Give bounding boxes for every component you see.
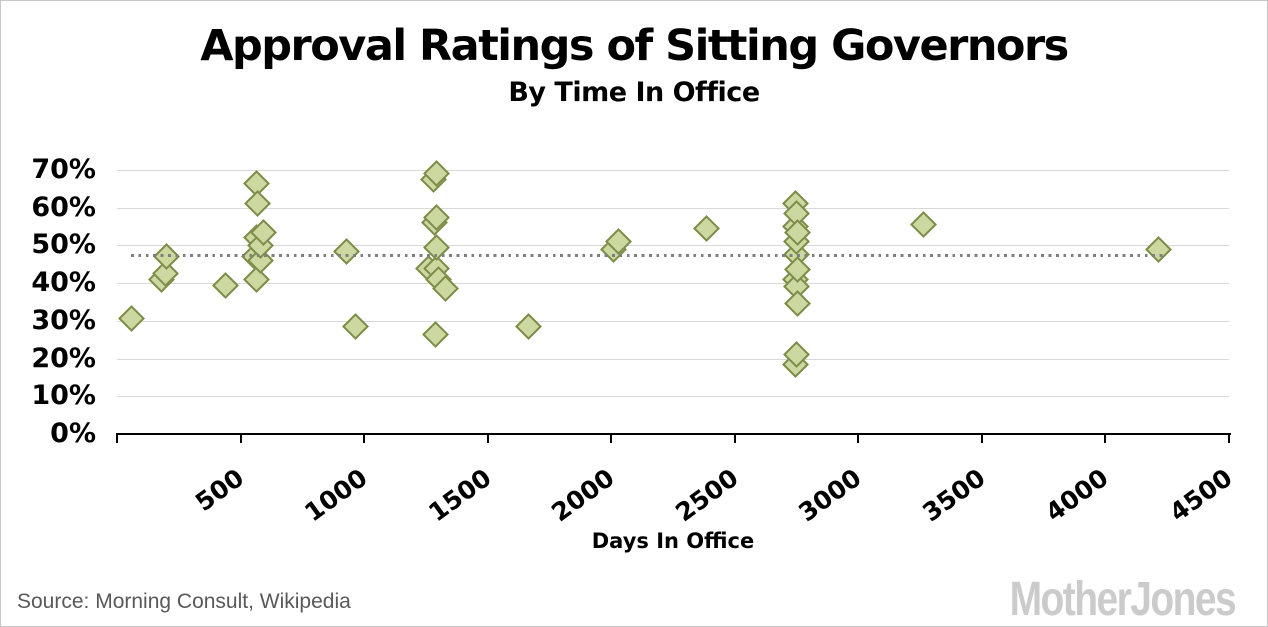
x-axis-tick: [363, 435, 365, 443]
x-tick-label: 4000: [1040, 463, 1115, 528]
data-point: [1144, 235, 1172, 263]
x-axis-title: Days In Office: [591, 529, 755, 553]
data-point: [341, 313, 369, 340]
x-axis-tick: [857, 435, 859, 443]
chart-subtitle: By Time In Office: [508, 77, 760, 108]
y-tick-label: 50%: [31, 229, 96, 261]
gridline: [117, 170, 1229, 171]
y-tick-label: 20%: [31, 342, 96, 374]
x-tick-label: 1500: [423, 463, 497, 528]
gridline: [117, 320, 1229, 322]
y-tick-label: 0%: [50, 418, 96, 449]
gridline: [117, 207, 1229, 209]
data-point: [784, 290, 811, 318]
x-tick-label: 1000: [299, 463, 374, 528]
data-point: [212, 271, 240, 299]
x-axis-tick: [980, 435, 983, 443]
x-tick-label: 3500: [917, 463, 991, 528]
gridline: [117, 245, 1229, 247]
gridline: [117, 283, 1229, 285]
x-axis-line: [116, 433, 1231, 435]
motherjones-logo: MotherJones: [1009, 571, 1236, 626]
y-tick-label: 60%: [31, 191, 96, 223]
chart-title: Approval Ratings of Sitting Governors: [200, 21, 1069, 71]
x-axis-tick: [1227, 435, 1230, 443]
data-point: [118, 305, 146, 333]
data-point: [244, 190, 272, 218]
x-tick-label: 4500: [1164, 463, 1238, 528]
gridline: [117, 396, 1229, 398]
x-axis-tick: [733, 435, 736, 443]
data-point: [692, 215, 720, 242]
x-axis-tick: [239, 435, 242, 443]
data-point: [422, 320, 450, 348]
x-tick-label: 3000: [793, 463, 868, 528]
x-axis-tick: [1104, 435, 1106, 443]
x-axis-tick: [116, 435, 118, 443]
y-tick-label: 10%: [31, 380, 96, 412]
y-tick-label: 30%: [31, 304, 96, 336]
data-point: [910, 211, 937, 239]
y-tick-label: 40%: [31, 267, 96, 299]
x-axis-tick: [610, 435, 612, 443]
x-axis-tick: [486, 435, 489, 443]
data-point: [514, 313, 542, 340]
x-tick-label: 2000: [546, 463, 621, 528]
y-tick-label: 70%: [31, 154, 96, 185]
source-note: Source: Morning Consult, Wikipedia: [17, 590, 351, 613]
data-point: [333, 237, 361, 265]
x-tick-label: 2500: [670, 463, 744, 528]
x-tick-label: 500: [190, 463, 250, 518]
trend-line: [130, 254, 1164, 258]
gridline: [117, 358, 1229, 360]
